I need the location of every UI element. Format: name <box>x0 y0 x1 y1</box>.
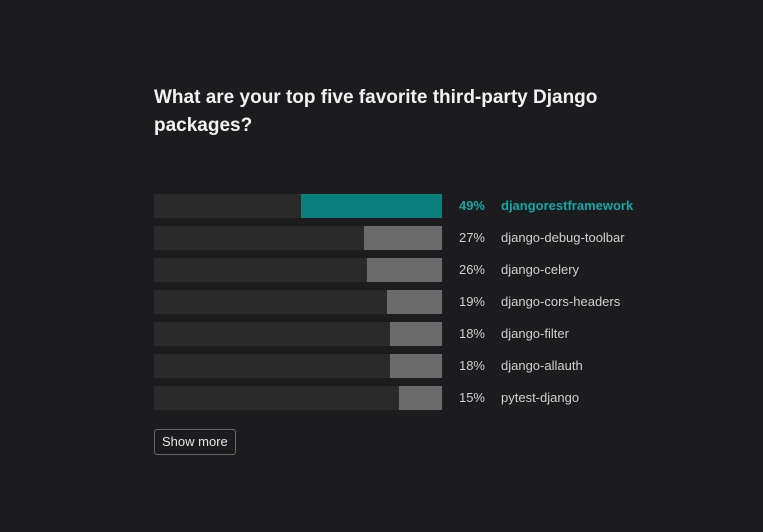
bar-category-label: django-debug-toolbar <box>501 230 625 245</box>
show-more-button[interactable]: Show more <box>154 429 236 455</box>
bar-category-label: djangorestframework <box>501 198 634 213</box>
bar-value-label: 49% <box>458 198 485 213</box>
bar-row: 18% django-allauth <box>154 354 714 378</box>
bar <box>390 322 442 346</box>
bar-row: 15% pytest-django <box>154 386 714 410</box>
bar-value-label: 18% <box>458 326 485 341</box>
bar <box>399 386 442 410</box>
bar-value-label: 15% <box>458 390 485 405</box>
bar <box>367 258 442 282</box>
question-title: What are your top five favorite third-pa… <box>154 87 598 136</box>
bar-track <box>154 386 442 410</box>
bar-row: 19% django-cors-headers <box>154 290 714 314</box>
bar <box>390 354 442 378</box>
bar-track <box>154 258 442 282</box>
bar-value-label: 19% <box>458 294 485 309</box>
survey-question-block: What are your top five favorite third-pa… <box>154 84 714 455</box>
bar-row: 18% django-filter <box>154 322 714 346</box>
bar-category-label: django-filter <box>501 326 569 341</box>
bar-value-label: 27% <box>458 230 485 245</box>
bar-row: 49% djangorestframework <box>154 194 714 218</box>
bar-row: 26% django-celery <box>154 258 714 282</box>
bar <box>387 290 442 314</box>
bar-chart: 49% djangorestframework 27% django-debug-to… <box>154 194 714 418</box>
bar-value-label: 18% <box>458 358 485 373</box>
bar-category-label: django-allauth <box>501 358 583 373</box>
bar-category-label: django-celery <box>501 262 580 277</box>
bar-track <box>154 194 442 218</box>
bar <box>301 194 442 218</box>
bar-category-label: pytest-django <box>501 390 580 405</box>
bar-value-label: 26% <box>458 262 485 277</box>
bar <box>364 226 442 250</box>
bar-category-label: django-cors-headers <box>501 294 621 309</box>
bar-row: 27% django-debug-toolbar <box>154 226 714 250</box>
bar-track <box>154 354 442 378</box>
bar-track <box>154 226 442 250</box>
bar-track <box>154 290 442 314</box>
bar-track <box>154 322 442 346</box>
